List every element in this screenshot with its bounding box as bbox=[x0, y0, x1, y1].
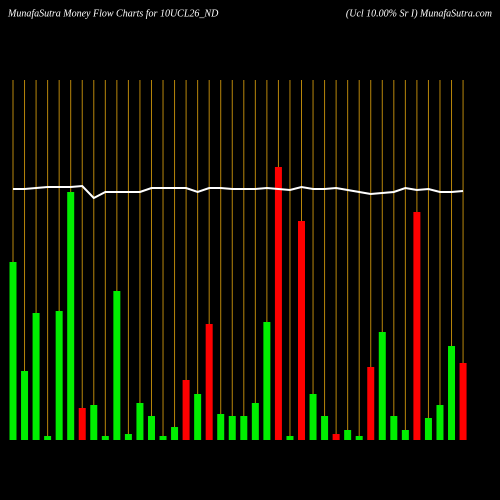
bar bbox=[113, 291, 121, 440]
bar bbox=[274, 167, 282, 440]
bar bbox=[436, 405, 444, 440]
bar bbox=[21, 371, 29, 440]
bar bbox=[159, 436, 167, 440]
bar bbox=[171, 427, 179, 440]
bar bbox=[424, 418, 432, 440]
bar bbox=[55, 311, 63, 440]
bar bbox=[182, 380, 190, 440]
bar bbox=[263, 322, 271, 440]
bar bbox=[44, 436, 52, 440]
price-line bbox=[13, 184, 464, 200]
bar bbox=[90, 405, 98, 440]
bar bbox=[32, 313, 40, 440]
bar bbox=[147, 416, 155, 440]
bar bbox=[228, 416, 236, 440]
bar bbox=[124, 434, 132, 440]
bar bbox=[298, 221, 305, 440]
bar bbox=[136, 403, 144, 440]
bar bbox=[205, 324, 213, 440]
bar bbox=[78, 408, 86, 440]
bar bbox=[390, 416, 398, 440]
bar bbox=[286, 436, 294, 440]
bar bbox=[378, 332, 386, 440]
bar bbox=[9, 262, 17, 440]
bar bbox=[251, 403, 259, 440]
chart-subtitle: (Ucl 10.00% Sr I) MunafaSutra.com bbox=[346, 8, 492, 19]
bar bbox=[344, 430, 352, 440]
bar bbox=[67, 192, 75, 440]
bar bbox=[240, 416, 248, 440]
bar bbox=[321, 416, 329, 440]
bar bbox=[332, 434, 340, 440]
bar bbox=[459, 363, 467, 440]
bar bbox=[309, 394, 317, 440]
bar bbox=[401, 430, 409, 440]
bar bbox=[367, 367, 375, 440]
bar bbox=[355, 436, 363, 440]
bar bbox=[101, 436, 109, 440]
bar bbox=[194, 394, 202, 440]
bar bbox=[413, 212, 421, 440]
bar bbox=[448, 346, 456, 440]
chart-title: MunafaSutra Money Flow Charts for 10UCL2… bbox=[7, 8, 219, 19]
bar bbox=[217, 414, 225, 440]
